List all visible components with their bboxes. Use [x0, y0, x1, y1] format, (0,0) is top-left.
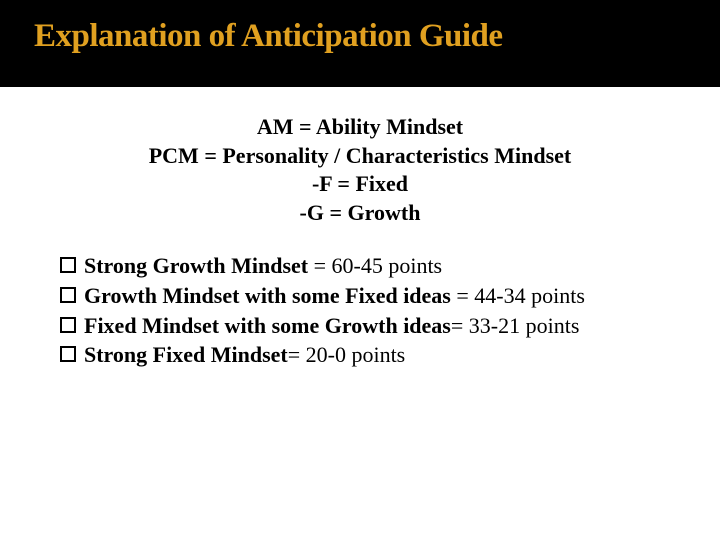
square-bullet-icon: [60, 287, 76, 303]
title-bar: Explanation of Anticipation Guide: [0, 0, 720, 87]
list-item: Growth Mindset with some Fixed ideas = 4…: [60, 281, 660, 311]
bullet-list: Strong Growth Mindset = 60-45 points Gro…: [60, 251, 660, 370]
square-bullet-icon: [60, 257, 76, 273]
square-bullet-icon: [60, 346, 76, 362]
list-item: Strong Fixed Mindset= 20-0 points: [60, 340, 660, 370]
bullet-text: Fixed Mindset with some Growth ideas= 33…: [84, 311, 660, 341]
square-bullet-icon: [60, 317, 76, 333]
list-item: Fixed Mindset with some Growth ideas= 33…: [60, 311, 660, 341]
bullet-bold: Strong Growth Mindset: [84, 253, 308, 278]
bullet-bold: Growth Mindset with some Fixed ideas: [84, 283, 451, 308]
bullet-text: Growth Mindset with some Fixed ideas = 4…: [84, 281, 660, 311]
bullet-rest: = 60-45 points: [308, 253, 442, 278]
definition-line: AM = Ability Mindset: [60, 113, 660, 142]
bullet-bold: Strong Fixed Mindset: [84, 342, 288, 367]
bullet-text: Strong Growth Mindset = 60-45 points: [84, 251, 660, 281]
slide-title: Explanation of Anticipation Guide: [34, 18, 720, 55]
definition-line: -F = Fixed: [60, 170, 660, 199]
content-area: AM = Ability Mindset PCM = Personality /…: [0, 113, 720, 370]
definitions-block: AM = Ability Mindset PCM = Personality /…: [60, 113, 660, 227]
definition-line: PCM = Personality / Characteristics Mind…: [60, 142, 660, 171]
bullet-rest: = 44-34 points: [451, 283, 585, 308]
bullet-text: Strong Fixed Mindset= 20-0 points: [84, 340, 660, 370]
bullet-bold: Fixed Mindset with some Growth ideas: [84, 313, 451, 338]
bullet-rest: = 20-0 points: [288, 342, 406, 367]
bullet-rest: = 33-21 points: [451, 313, 580, 338]
list-item: Strong Growth Mindset = 60-45 points: [60, 251, 660, 281]
definition-line: -G = Growth: [60, 199, 660, 228]
